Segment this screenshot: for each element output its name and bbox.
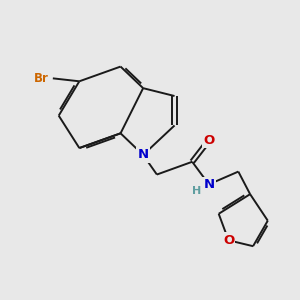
Text: N: N <box>138 148 149 161</box>
Text: Br: Br <box>34 72 48 85</box>
Text: O: O <box>203 134 214 147</box>
Text: N: N <box>203 178 214 191</box>
Text: H: H <box>192 186 201 196</box>
Text: O: O <box>223 234 234 247</box>
